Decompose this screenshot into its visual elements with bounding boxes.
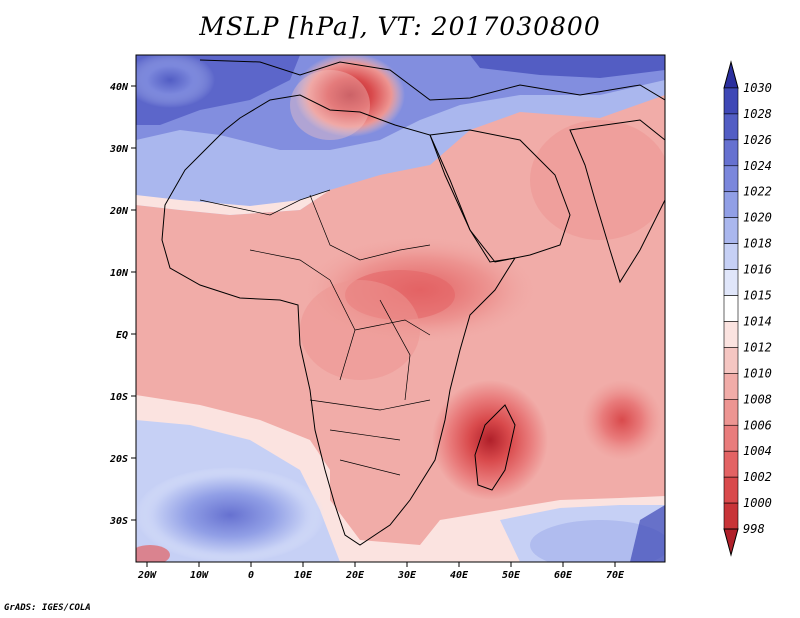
y-tick-label: 30S xyxy=(109,516,128,527)
y-tick-label: 10S xyxy=(110,392,128,403)
india-coastline xyxy=(569,119,665,284)
map-title: MSLP [hPa], VT: 2017030800 xyxy=(199,12,601,41)
x-tick-label: 70E xyxy=(606,570,625,581)
y-tick-label: EQ xyxy=(116,330,128,341)
x-axis-ticks: 20W 10W 0 10E 20E 30E 40E 50E 60E 70E xyxy=(137,562,625,581)
country-borders xyxy=(199,189,431,476)
colorbar-label: 1000 xyxy=(743,496,772,510)
colorbar-swatch xyxy=(723,424,739,452)
colorbar-swatch xyxy=(723,502,739,530)
colorbar-swatch xyxy=(723,139,739,167)
colorbar-label: 1010 xyxy=(743,366,772,380)
colorbar-swatch xyxy=(723,87,739,115)
colorbar-label: 1024 xyxy=(743,159,772,173)
colorbar-label: 1006 xyxy=(743,418,772,432)
x-tick-label: 10W xyxy=(190,570,209,581)
grads-credit: GrADS: IGES/COLA xyxy=(4,603,91,613)
colorbar-swatch xyxy=(723,399,739,426)
plot-frame xyxy=(135,54,666,563)
colorbar-swatch xyxy=(723,295,739,322)
colorbar-label: 1016 xyxy=(743,263,772,277)
y-tick-label: 20N xyxy=(109,206,129,217)
colorbar-swatch xyxy=(723,217,739,244)
colorbar-swatch xyxy=(723,476,739,504)
colorbar-label: 1028 xyxy=(743,107,772,121)
colorbar-swatch xyxy=(723,321,739,348)
x-tick-label: 20W xyxy=(137,570,157,581)
colorbar-swatch xyxy=(723,347,739,374)
colorbar-label: 1018 xyxy=(743,237,772,251)
colorbar-label: 1014 xyxy=(743,314,772,328)
x-tick-label: 20E xyxy=(345,570,365,581)
colorbar-swatch xyxy=(723,450,739,478)
colorbar-arrow-top xyxy=(723,60,739,89)
arabia-coastline xyxy=(429,129,571,263)
y-tick-label: 10N xyxy=(110,268,129,279)
colorbar-label: 1012 xyxy=(743,340,772,354)
colorbar: 998 1000 1002 1004 1006 1008 1010 1012 1014 1015 1… xyxy=(723,60,772,557)
colorbar-label: 1022 xyxy=(743,185,772,199)
europe-coastline xyxy=(199,59,665,101)
y-tick-label: 20S xyxy=(109,454,128,465)
madagascar-coastline xyxy=(474,404,516,491)
colorbar-label: 1026 xyxy=(743,133,772,147)
x-tick-label: 50E xyxy=(502,570,521,581)
colorbar-swatch xyxy=(723,165,739,193)
colorbar-label: 1030 xyxy=(743,81,772,95)
x-tick-label: 10E xyxy=(294,570,313,581)
colorbar-swatch xyxy=(723,191,739,218)
colorbar-label: 1008 xyxy=(743,392,772,406)
colorbar-label: 998 xyxy=(743,522,765,536)
colorbar-swatch xyxy=(723,243,739,270)
x-tick-label: 60E xyxy=(554,570,573,581)
y-tick-label: 30N xyxy=(109,144,129,155)
colorbar-label: 1002 xyxy=(743,470,772,484)
y-axis-ticks: 40N 30N 20N 10N EQ 10S 20S 30S xyxy=(109,82,136,527)
colorbar-label: 1020 xyxy=(743,211,772,225)
colorbar-label: 1015 xyxy=(743,289,772,303)
x-tick-label: 40E xyxy=(450,570,469,581)
colorbar-label: 1004 xyxy=(743,444,772,458)
y-tick-label: 40N xyxy=(110,82,129,93)
colorbar-swatch xyxy=(723,269,739,296)
pressure-field xyxy=(136,55,665,562)
coastlines xyxy=(161,59,665,546)
x-tick-label: 0 xyxy=(248,570,254,581)
colorbar-swatch xyxy=(723,113,739,141)
x-tick-label: 30E xyxy=(397,570,417,581)
colorbar-arrow-bottom xyxy=(723,528,739,557)
colorbar-swatch xyxy=(723,373,739,400)
